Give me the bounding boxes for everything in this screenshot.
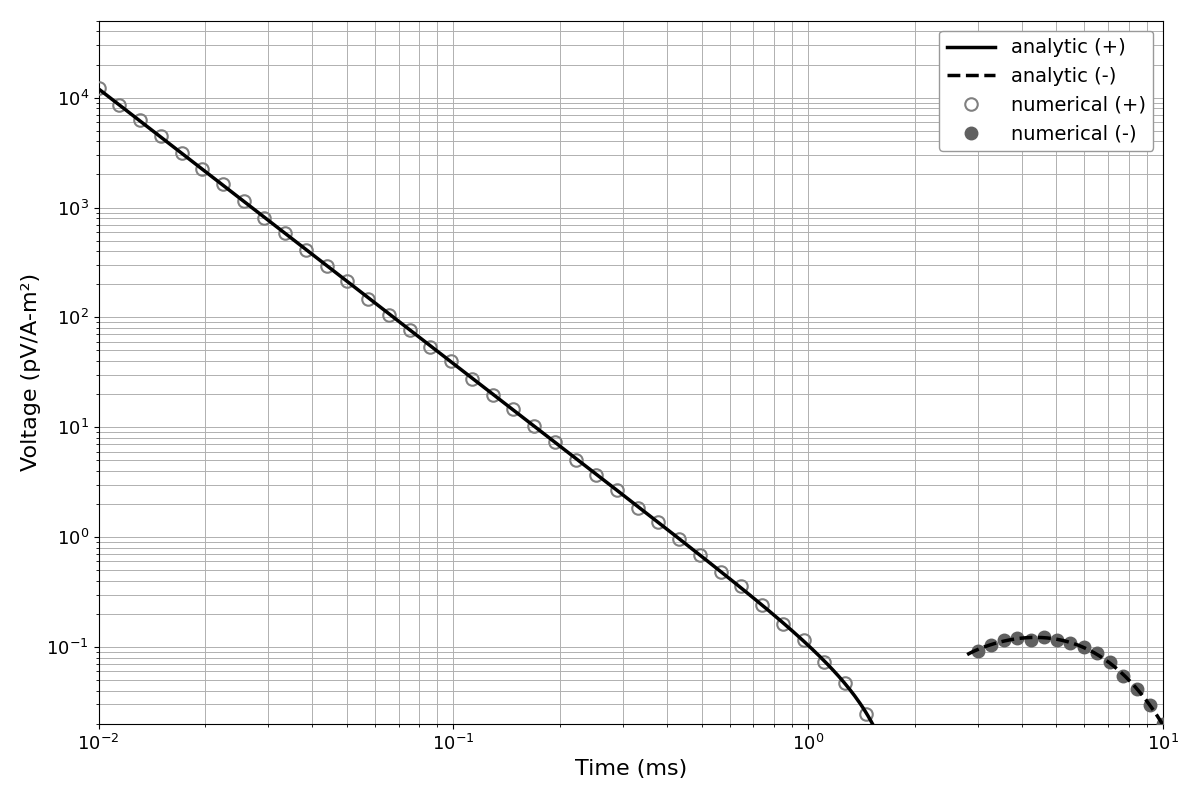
numerical (+) (485, 390, 499, 400)
numerical (+) (630, 502, 644, 512)
analytic (+) (821, 660, 835, 670)
numerical (+) (672, 534, 686, 544)
numerical (+) (91, 84, 106, 94)
Line: numerical (+): numerical (+) (92, 82, 913, 800)
Line: numerical (-): numerical (-) (971, 631, 1170, 730)
analytic (+) (570, 455, 584, 465)
numerical (+) (589, 470, 604, 479)
analytic (-) (1156, 721, 1170, 730)
X-axis label: Time (ms): Time (ms) (575, 759, 688, 779)
numerical (+) (112, 100, 126, 110)
numerical (-) (1103, 658, 1117, 667)
numerical (+) (775, 619, 790, 629)
analytic (+) (94, 86, 108, 96)
numerical (+) (196, 165, 210, 174)
numerical (+) (424, 342, 438, 351)
numerical (+) (692, 550, 707, 560)
analytic (+) (568, 453, 582, 462)
numerical (-) (1024, 635, 1038, 645)
numerical (+) (299, 245, 313, 254)
numerical (+) (838, 678, 852, 688)
numerical (-) (1063, 638, 1078, 648)
analytic (-) (1142, 701, 1157, 710)
numerical (+) (154, 131, 168, 141)
numerical (+) (652, 518, 666, 527)
numerical (+) (319, 261, 334, 270)
numerical (-) (1050, 635, 1064, 645)
analytic (-) (1134, 689, 1148, 698)
analytic (+) (91, 84, 106, 94)
numerical (-) (997, 634, 1012, 644)
numerical (-) (1076, 642, 1091, 651)
numerical (+) (444, 357, 458, 366)
numerical (+) (755, 600, 769, 610)
numerical (+) (382, 310, 396, 320)
numerical (+) (402, 326, 416, 335)
numerical (+) (734, 582, 749, 591)
Line: analytic (-): analytic (-) (967, 638, 1163, 726)
numerical (+) (464, 374, 479, 383)
numerical (+) (547, 437, 562, 446)
numerical (+) (216, 179, 230, 189)
numerical (-) (971, 646, 985, 655)
numerical (-) (1037, 633, 1051, 642)
numerical (+) (858, 710, 872, 719)
numerical (+) (527, 422, 541, 431)
numerical (-) (1129, 684, 1144, 694)
numerical (+) (569, 454, 583, 464)
numerical (+) (361, 294, 376, 304)
numerical (+) (133, 116, 148, 126)
numerical (+) (257, 213, 271, 222)
numerical (+) (880, 754, 894, 764)
numerical (+) (278, 228, 293, 238)
analytic (+) (583, 466, 598, 475)
analytic (-) (965, 647, 979, 657)
numerical (+) (341, 277, 355, 286)
numerical (+) (610, 486, 624, 495)
numerical (-) (1116, 671, 1130, 681)
numerical (-) (1142, 700, 1157, 710)
numerical (+) (817, 658, 832, 667)
numerical (-) (1090, 648, 1104, 658)
Y-axis label: Voltage (pV/A-m²): Voltage (pV/A-m²) (20, 274, 41, 471)
numerical (+) (174, 149, 188, 158)
numerical (+) (236, 196, 251, 206)
Legend: analytic (+), analytic (-), numerical (+), numerical (-): analytic (+), analytic (-), numerical (+… (938, 30, 1153, 151)
analytic (+) (769, 613, 784, 622)
numerical (+) (506, 404, 521, 414)
numerical (-) (984, 641, 998, 650)
numerical (-) (1156, 719, 1170, 729)
numerical (+) (714, 567, 728, 577)
numerical (+) (797, 635, 811, 645)
numerical (-) (1010, 634, 1025, 643)
Line: analytic (+): analytic (+) (98, 89, 904, 800)
